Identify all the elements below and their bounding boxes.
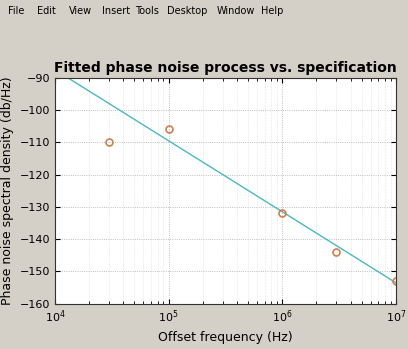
- Title: Fitted phase noise process vs. specification: Fitted phase noise process vs. specifica…: [54, 61, 397, 75]
- Text: View: View: [69, 6, 93, 16]
- Text: Tools: Tools: [135, 6, 159, 16]
- Text: Edit: Edit: [37, 6, 55, 16]
- Text: Desktop: Desktop: [167, 6, 208, 16]
- Text: Help: Help: [261, 6, 284, 16]
- Text: Insert: Insert: [102, 6, 130, 16]
- X-axis label: Offset frequency (Hz): Offset frequency (Hz): [158, 331, 293, 344]
- Text: File: File: [8, 6, 24, 16]
- Text: Window: Window: [216, 6, 255, 16]
- Y-axis label: Phase noise spectral density (db/Hz): Phase noise spectral density (db/Hz): [1, 76, 14, 305]
